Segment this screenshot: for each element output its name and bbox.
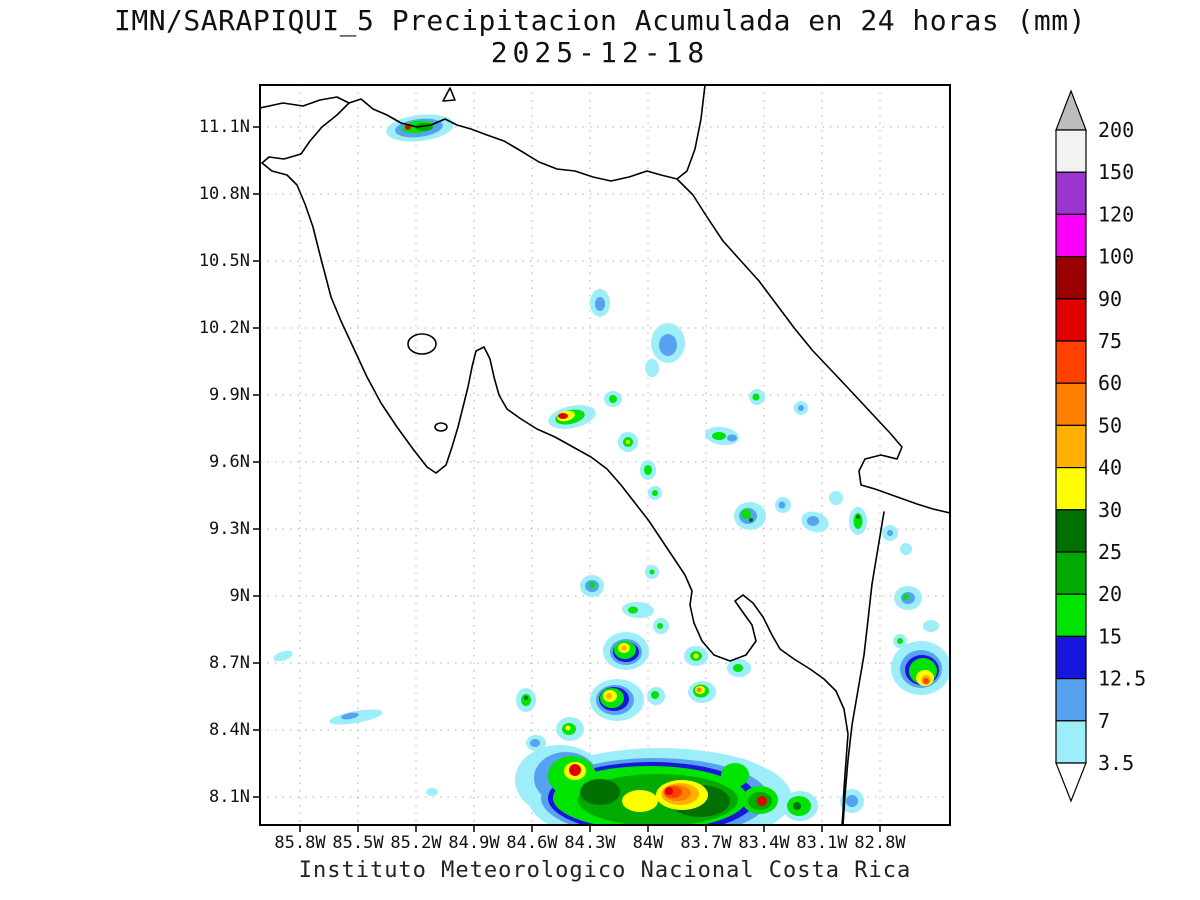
x-tick-label: 85.8W (274, 833, 326, 853)
figure-footer: Instituto Meteorologico Nacional Costa R… (298, 858, 912, 883)
y-tick-label: 8.7N (209, 653, 250, 673)
x-tick-label: 84.6W (506, 833, 558, 853)
figure-title: IMN/SARAPIQUI_5 Precipitacion Acumulada … (113, 4, 1086, 37)
colorbar-band (1055, 593, 1087, 638)
colorbar-band (1055, 467, 1087, 511)
colorbar-level-label: 50 (1098, 413, 1122, 437)
colorbar-band (1055, 298, 1087, 342)
y-tick-label: 8.4N (209, 720, 250, 740)
colorbar-level-label: 7 (1098, 709, 1110, 733)
y-tick-label: 9N (229, 586, 250, 606)
colorbar-level-label: 120 (1098, 202, 1134, 226)
colorbar-band (1055, 424, 1087, 469)
precipitation-shading (273, 114, 950, 825)
colorbar-band (1055, 551, 1087, 595)
colorbar-band (1055, 509, 1087, 553)
colorbar-level-label: 3.5 (1098, 751, 1134, 775)
y-tick-label: 9.6N (209, 452, 250, 472)
colorbar-level-label: 90 (1098, 287, 1122, 311)
colorbar-level-label: 15 (1098, 624, 1122, 648)
colorbar-band (1055, 213, 1087, 258)
y-tick-label: 10.5N (198, 251, 250, 271)
colorbar-level-label: 100 (1098, 245, 1134, 269)
x-tick-label: 84.3W (564, 833, 616, 853)
colorbar-level-label: 25 (1098, 540, 1122, 564)
colorbar-band (1055, 720, 1087, 764)
colorbar-above-max (1055, 89, 1087, 131)
colorbar-level-label: 200 (1098, 118, 1134, 142)
colorbar-band (1055, 382, 1087, 427)
y-tick-label: 9.9N (209, 385, 250, 405)
axis-ticks (253, 126, 881, 832)
y-tick-label: 11.1N (198, 117, 250, 137)
colorbar-band (1055, 256, 1087, 300)
x-tick-label: 83.1W (796, 833, 848, 853)
colorbar-level-label: 12.5 (1098, 667, 1146, 691)
colorbar-band (1055, 635, 1087, 680)
colorbar-band (1055, 171, 1087, 215)
colorbar: 200 150 120 100 90 75 60 50 40 30 25 20 15 12.5 7 3.5 (1055, 89, 1146, 803)
x-tick-label: 82.8W (854, 833, 906, 853)
colorbar-below-min (1055, 762, 1087, 803)
x-tick-label: 84W (632, 833, 664, 853)
colorbar-level-label: 75 (1098, 329, 1122, 353)
plot-frame (259, 84, 951, 826)
x-tick-label: 83.4W (738, 833, 790, 853)
x-tick-label: 84.9W (448, 833, 500, 853)
figure-date: 2025-12-18 (490, 36, 710, 69)
colorbar-level-label: 60 (1098, 371, 1122, 395)
y-tick-label: 9.3N (209, 519, 250, 539)
y-tick-label: 10.2N (198, 318, 250, 338)
colorbar-band (1055, 677, 1087, 722)
colorbar-level-label: 150 (1098, 160, 1134, 184)
x-tick-label: 83.7W (680, 833, 732, 853)
colorbar-level-label: 40 (1098, 456, 1122, 480)
colorbar-level-label: 30 (1098, 498, 1122, 522)
x-tick-label: 85.2W (390, 833, 442, 853)
y-tick-label: 8.1N (209, 787, 250, 807)
colorbar-band (1055, 340, 1087, 384)
colorbar-level-label: 20 (1098, 582, 1122, 606)
y-tick-label: 10.8N (198, 184, 250, 204)
colorbar-band (1055, 129, 1087, 173)
coastline (260, 85, 950, 825)
x-tick-label: 85.5W (332, 833, 384, 853)
